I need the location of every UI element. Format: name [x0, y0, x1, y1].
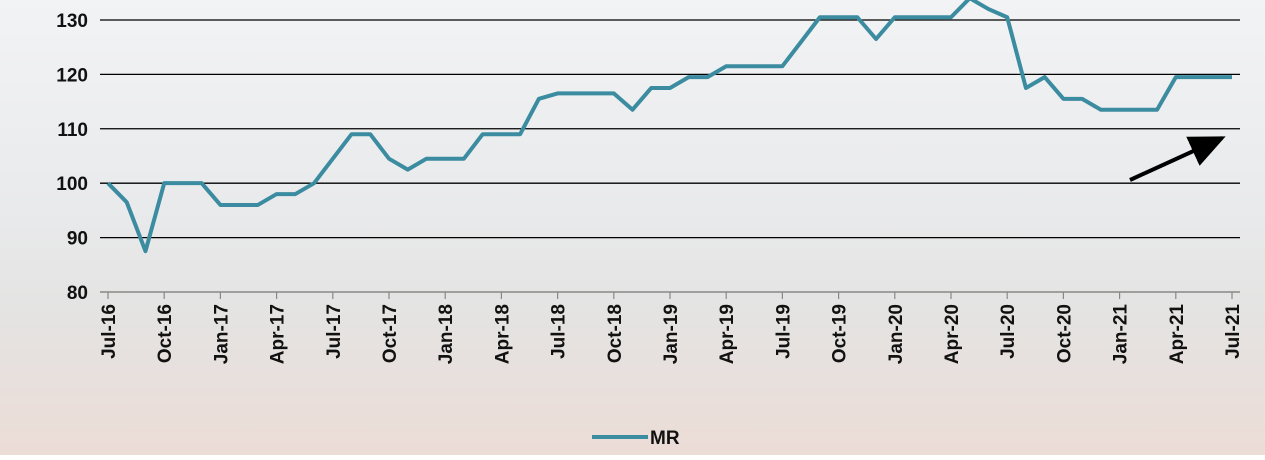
trend-arrow [1129, 136, 1226, 182]
x-tick-label: Oct-18 [605, 304, 626, 363]
x-tick-label: Apr-19 [717, 304, 738, 364]
x-tick-label: Jan-18 [436, 304, 457, 364]
legend-label: MR [650, 428, 680, 449]
x-tick-label: Jan-21 [1111, 304, 1132, 365]
x-tick-label: Jul-19 [773, 304, 794, 359]
x-tick-label: Jan-19 [661, 304, 682, 364]
y-tick-label: 100 [56, 174, 88, 195]
x-tick-label: Jul-17 [324, 304, 345, 359]
y-tick-label: 90 [67, 229, 88, 250]
x-tick-label: Apr-18 [492, 304, 513, 364]
y-tick-label: 80 [67, 283, 88, 304]
x-tick-label: Jul-21 [1223, 304, 1244, 359]
x-tick-label: Apr-21 [1167, 304, 1188, 365]
x-tick-label: Oct-19 [830, 304, 851, 363]
y-tick-label: 120 [56, 65, 88, 86]
x-tick-label: Jul-16 [99, 304, 120, 359]
y-tick-label: 110 [57, 120, 88, 141]
x-tick-label: Jan-17 [211, 304, 232, 364]
line-series [106, 0, 1232, 254]
y-tick-label: 130 [56, 11, 88, 32]
x-tick-label: Oct-17 [380, 304, 401, 363]
x-tick-label: Jul-18 [549, 304, 570, 359]
x-tick-label: Oct-16 [155, 304, 176, 363]
x-tick-label: Oct-20 [1054, 304, 1075, 363]
x-tick-label: Jul-20 [998, 304, 1019, 359]
x-tick-label: Jan-20 [886, 304, 907, 364]
x-tick-label: Apr-20 [942, 304, 963, 364]
x-tick-label: Apr-17 [268, 304, 289, 364]
